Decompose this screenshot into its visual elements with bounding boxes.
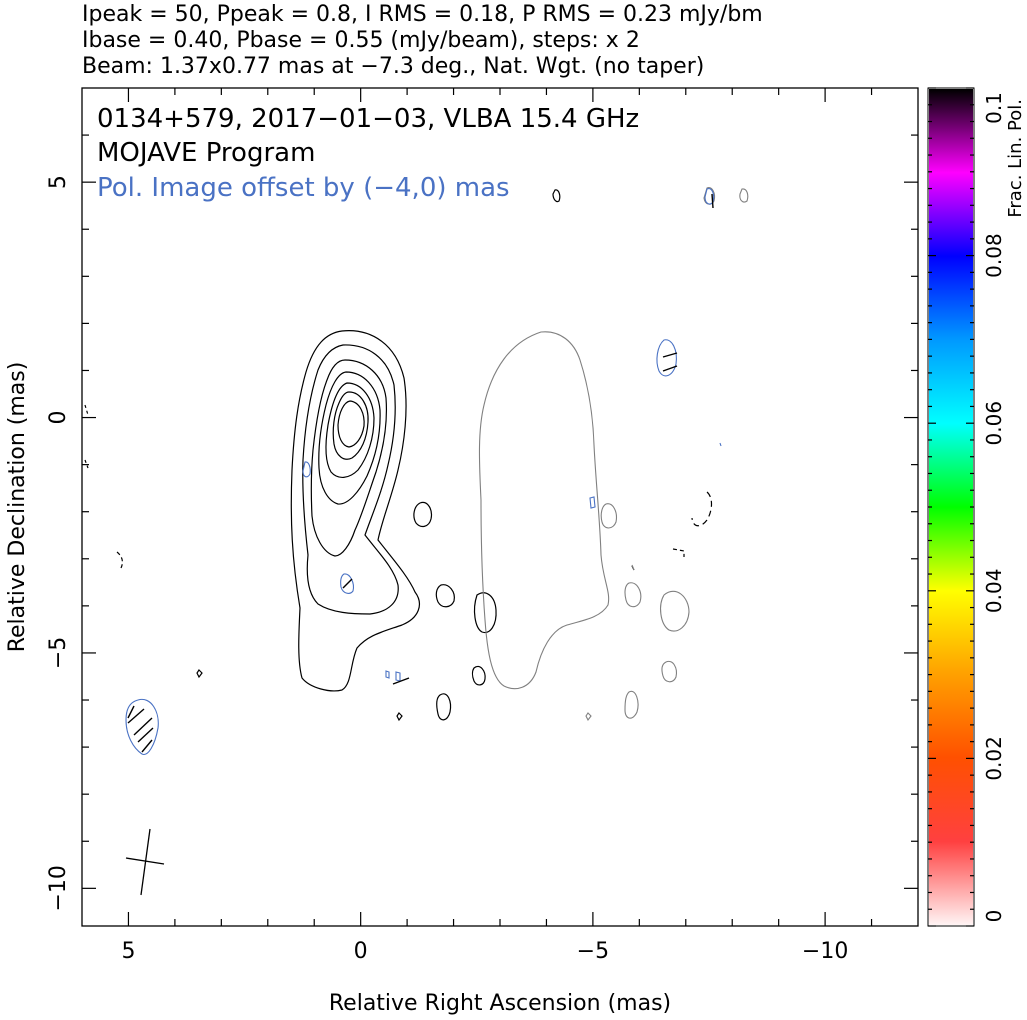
colorbar-tick-label: 0 [982,910,1006,923]
y-tick-label: 5 [46,175,71,189]
header-intensity-stats: Ipeak = 50, Ppeak = 0.8, I RMS = 0.18, P… [82,2,763,27]
colorbar-tick-label: 0.04 [982,569,1006,614]
y-tick-label: 0 [46,411,71,425]
colorbar-gradient [929,89,973,925]
colorbar-tick-label: 0.06 [982,401,1006,446]
x-axis-ticks: 5 0 −5 −10 [121,88,873,964]
x-tick-label: −10 [802,939,848,964]
header-beam-info: Beam: 1.37x0.77 mas at −7.3 deg., Nat. W… [82,54,705,79]
y-axis-label: Relative Declination (mas) [5,362,30,653]
offset-intensity-contours [478,187,749,722]
colorbar-tick-label: 0.02 [982,736,1006,781]
plot-frame [81,87,919,927]
polarization-contours [125,188,722,755]
y-tick-label: −5 [46,637,71,669]
x-axis-label: Relative Right Ascension (mas) [329,991,671,1016]
x-tick-label: 0 [354,939,368,964]
colorbar-label: Frac. Lin. Pol. [1005,99,1026,218]
x-tick-label: −5 [577,939,609,964]
intensity-contours [84,189,713,722]
pol-offset-note: Pol. Image offset by (−4,0) mas [97,173,510,203]
program-name: MOJAVE Program [97,138,315,168]
y-axis-ticks: 5 0 −5 −10 [46,134,918,912]
header-contour-levels: Ibase = 0.40, Pbase = 0.55 (mJy/beam), s… [82,28,640,53]
x-tick-label: 5 [121,939,135,964]
colorbar-tick-label: 0.1 [982,92,1006,124]
beam-cross [125,828,165,896]
source-title: 0134+579, 2017−01−03, VLBA 15.4 GHz [97,104,639,134]
evpa-vectors [127,193,714,753]
colorbar-ticks: 0 0.02 0.04 0.06 0.08 0.1 [928,87,1006,927]
colorbar-tick-label: 0.08 [982,233,1006,278]
y-tick-label: −10 [46,865,71,911]
